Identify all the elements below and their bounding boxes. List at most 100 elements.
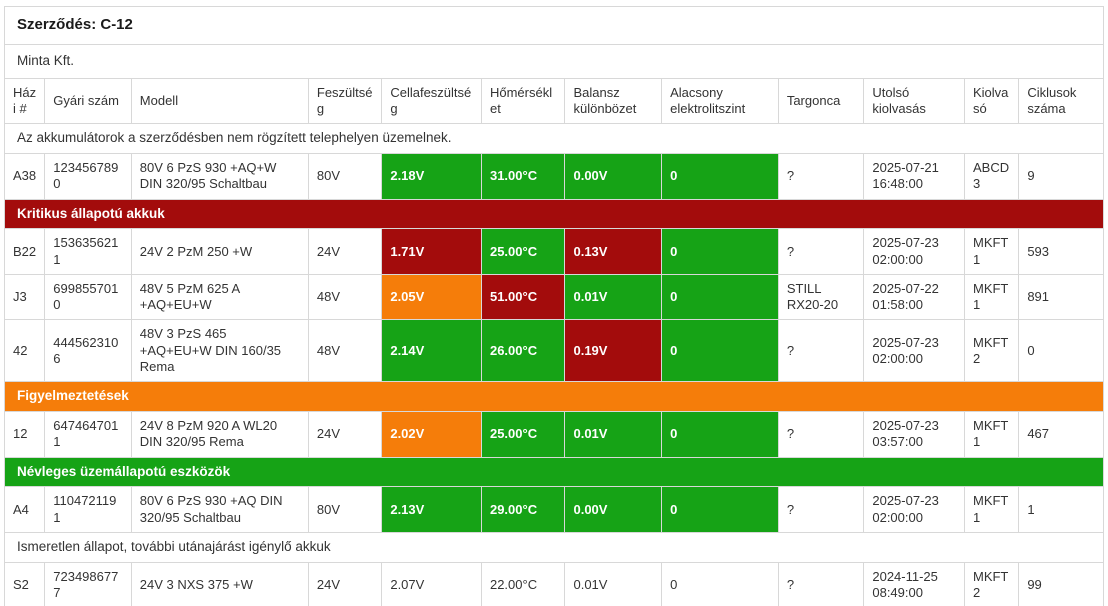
model-cell: 24V 8 PzM 920 A WL20 DIN 320/95 Rema — [130, 411, 309, 458]
reader-cell: MKFT2 — [963, 319, 1020, 383]
forklift-cell: ? — [777, 486, 865, 533]
balance-cell: 0.13V — [564, 228, 663, 275]
section-label: Névleges üzemállapotú eszközök — [4, 456, 1104, 488]
cycles-cell: 593 — [1018, 228, 1104, 275]
model-cell: 24V 2 PzM 250 +W — [130, 228, 309, 275]
serial-cell: 4445623106 — [44, 319, 132, 383]
column-header-1: Gyári szám — [44, 77, 132, 125]
reader-cell: MKFT2 — [963, 561, 1020, 606]
voltage-cell: 48V — [307, 273, 383, 321]
house-id-cell: J3 — [3, 273, 46, 321]
balance-cell: 0.19V — [564, 319, 663, 383]
voltage-cell: 48V — [307, 319, 383, 383]
house-id-cell: 42 — [3, 319, 46, 383]
column-header-row: Házi # Gyári szám Modell Feszültség Cellafes… — [3, 77, 1104, 125]
table-row: 42 4445623106 48V 3 PzS 465 +AQ+EU+W DIN 1… — [3, 319, 1104, 383]
last-read-cell: 2025-07-21 16:48:00 — [863, 153, 965, 200]
section-header-row: Az akkumulátorok a szerződésben nem rögz… — [4, 123, 1104, 154]
electrolyte-cell: 0 — [661, 153, 779, 200]
forklift-cell: ? — [777, 561, 865, 606]
serial-cell: 1104721191 — [44, 486, 132, 533]
page-title: Szerződés: C-12 — [4, 6, 1104, 45]
reader-cell: MKFT1 — [963, 228, 1020, 275]
forklift-cell: ? — [777, 319, 865, 383]
forklift-cell: ? — [777, 153, 865, 200]
column-header-6: Balansz különbözet — [564, 77, 663, 125]
serial-cell: 6998557010 — [44, 273, 132, 321]
section-header-row: Névleges üzemállapotú eszközök — [4, 456, 1104, 488]
temperature-cell: 22.00°C — [480, 561, 566, 606]
cell-voltage-cell: 2.07V — [381, 561, 482, 606]
table-row: A4 1104721191 80V 6 PzS 930 +AQ DIN 320/95… — [3, 486, 1104, 533]
model-cell: 80V 6 PzS 930 +AQ DIN 320/95 Schaltbau — [130, 486, 309, 533]
table-row: B22 1536356211 24V 2 PzM 250 +W 24V 1.71V 25.… — [3, 228, 1104, 275]
house-id-cell: 12 — [3, 411, 46, 458]
section-label: Kritikus állapotú akkuk — [4, 198, 1104, 230]
column-header-11: Ciklusok száma — [1018, 77, 1104, 125]
section-header-row: Kritikus állapotú akkuk — [4, 198, 1104, 230]
balance-cell: 0.01V — [564, 411, 663, 458]
cycles-cell: 9 — [1018, 153, 1104, 200]
electrolyte-cell: 0 — [661, 486, 779, 533]
balance-cell: 0.00V — [564, 486, 663, 533]
column-header-2: Modell — [130, 77, 309, 125]
serial-cell: 7234986777 — [44, 561, 132, 606]
house-id-cell: A4 — [3, 486, 46, 533]
last-read-cell: 2025-07-23 02:00:00 — [863, 319, 965, 383]
temperature-cell: 25.00°C — [480, 228, 566, 275]
section-header-row: Ismeretlen állapot, további utánajárást … — [4, 531, 1104, 563]
column-header-9: Utolsó kiolvasás — [863, 77, 965, 125]
battery-report-table: Szerződés: C-12 Minta Kft. Házi # Gyári s… — [3, 6, 1104, 606]
model-cell: 80V 6 PzS 930 +AQ+W DIN 320/95 Schaltbau — [130, 153, 309, 200]
cell-voltage-cell: 2.13V — [381, 486, 482, 533]
column-header-5: Hőmérséklet — [480, 77, 566, 125]
reader-cell: MKFT1 — [963, 273, 1020, 321]
reader-cell: MKFT1 — [963, 411, 1020, 458]
table-row: A38 1234567890 80V 6 PzS 930 +AQ+W DIN 320… — [3, 153, 1104, 200]
last-read-cell: 2024-11-25 08:49:00 — [863, 561, 965, 606]
last-read-cell: 2025-07-23 02:00:00 — [863, 486, 965, 533]
table-row: J3 6998557010 48V 5 PzM 625 A +AQ+EU+W 48V 2… — [3, 273, 1104, 321]
electrolyte-cell: 0 — [661, 561, 779, 606]
cell-voltage-cell: 1.71V — [381, 228, 482, 275]
cycles-cell: 1 — [1018, 486, 1104, 533]
voltage-cell: 24V — [307, 411, 383, 458]
cycles-cell: 99 — [1018, 561, 1104, 606]
electrolyte-cell: 0 — [661, 411, 779, 458]
balance-cell: 0.01V — [564, 561, 663, 606]
contract-title-row: Szerződés: C-12 — [4, 6, 1104, 45]
temperature-cell: 25.00°C — [480, 411, 566, 458]
forklift-cell: ? — [777, 228, 865, 275]
column-header-0: Házi # — [3, 77, 46, 125]
serial-cell: 1536356211 — [44, 228, 132, 275]
house-id-cell: S2 — [3, 561, 46, 606]
forklift-cell: ? — [777, 411, 865, 458]
column-header-3: Feszültség — [307, 77, 383, 125]
cell-voltage-cell: 2.18V — [381, 153, 482, 200]
company-row: Minta Kft. — [4, 43, 1104, 79]
table-row: S2 7234986777 24V 3 NXS 375 +W 24V 2.07V 22.0… — [3, 561, 1104, 606]
reader-cell: MKFT1 — [963, 486, 1020, 533]
temperature-cell: 29.00°C — [480, 486, 566, 533]
last-read-cell: 2025-07-23 03:57:00 — [863, 411, 965, 458]
reader-cell: ABCD3 — [963, 153, 1020, 200]
company-name: Minta Kft. — [4, 43, 1104, 79]
cell-voltage-cell: 2.05V — [381, 273, 482, 321]
section-label: Figyelmeztetések — [4, 381, 1104, 412]
last-read-cell: 2025-07-23 02:00:00 — [863, 228, 965, 275]
column-header-4: Cellafeszültség — [381, 77, 482, 125]
cell-voltage-cell: 2.14V — [381, 319, 482, 383]
electrolyte-cell: 0 — [661, 273, 779, 321]
serial-cell: 6474647011 — [44, 411, 132, 458]
electrolyte-cell: 0 — [661, 319, 779, 383]
forklift-cell: STILL RX20-20 — [777, 273, 865, 321]
last-read-cell: 2025-07-22 01:58:00 — [863, 273, 965, 321]
section-header-row: Figyelmeztetések — [4, 381, 1104, 412]
column-header-10: Kiolvasó — [963, 77, 1020, 125]
serial-cell: 1234567890 — [44, 153, 132, 200]
temperature-cell: 51.00°C — [480, 273, 566, 321]
section-label: Ismeretlen állapot, további utánajárást … — [4, 531, 1104, 563]
voltage-cell: 24V — [307, 228, 383, 275]
cycles-cell: 891 — [1018, 273, 1104, 321]
